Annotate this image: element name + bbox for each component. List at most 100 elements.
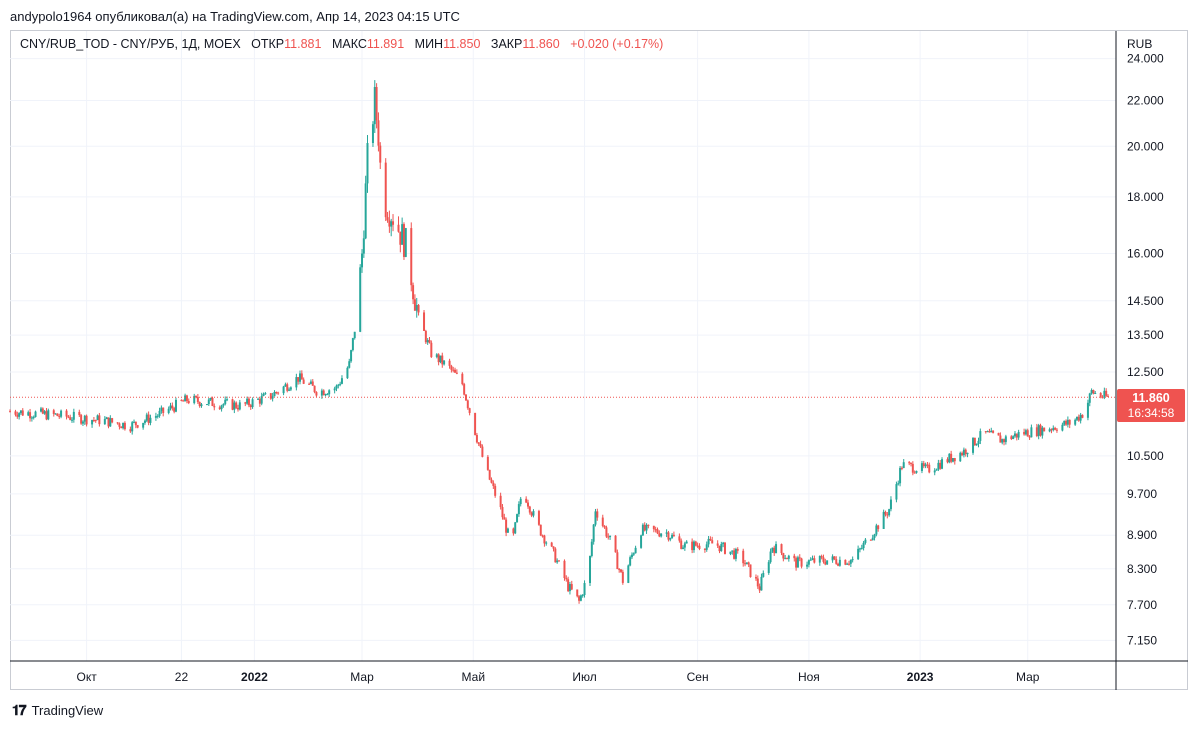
candle-body [275, 391, 278, 393]
candle-body [526, 502, 529, 507]
candle-body [417, 305, 420, 313]
candle-body [798, 557, 801, 559]
candle-body [851, 559, 854, 561]
candle-body [423, 312, 426, 331]
candle-body [207, 399, 210, 405]
tradingview-brand[interactable]: 𝟏𝟕 TradingView [12, 702, 103, 719]
candle-body [271, 396, 274, 399]
candle-body [415, 305, 418, 311]
candle-body [373, 87, 376, 125]
candle-body [14, 411, 17, 415]
x-tick-label: Май [462, 670, 486, 684]
candle-body [975, 443, 978, 446]
candle-body [448, 360, 451, 366]
candle-body [439, 355, 442, 363]
candle-body [787, 555, 790, 559]
candle-body [262, 394, 265, 396]
candle-body [315, 392, 318, 396]
candle-body [80, 415, 83, 424]
candle-body [647, 524, 650, 526]
candle-body [9, 411, 11, 413]
candle-body [258, 398, 261, 404]
candle-body [849, 559, 852, 564]
candle-body [707, 538, 710, 545]
candle-body [882, 511, 885, 529]
high-value: 11.891 [366, 37, 405, 51]
candle-body [563, 560, 566, 579]
candle-body [629, 557, 632, 566]
candle-body [579, 595, 582, 601]
candle-body [1052, 427, 1055, 431]
candle-body [98, 415, 101, 425]
candle-body [568, 584, 571, 592]
candle-body [941, 459, 944, 469]
candle-body [300, 373, 303, 380]
candle-body [871, 537, 874, 541]
candle-body [722, 542, 725, 545]
candle-body [1043, 427, 1046, 432]
candle-body [769, 551, 772, 563]
candle-body [902, 462, 905, 468]
candle-body [1094, 393, 1097, 395]
time-axis: Окт 22 2022 Мар Май Июл Сен Ноя 2023 Мар [10, 660, 1188, 684]
chart-frame[interactable] [10, 30, 1188, 690]
candle-body [40, 408, 43, 412]
candle-body [455, 372, 458, 374]
candle-body [226, 399, 229, 401]
candle-body [375, 87, 378, 121]
candle-body [1105, 390, 1108, 396]
grid-lines [10, 31, 1116, 661]
candle-body [578, 596, 581, 601]
candle-body [846, 563, 849, 565]
candle-body [669, 538, 672, 540]
open-label: ОТКР [251, 37, 285, 51]
candle-body [703, 548, 706, 550]
candle-body [1041, 427, 1044, 436]
candle-body [65, 410, 68, 417]
candle-body [1088, 393, 1091, 403]
candle-body [1103, 390, 1106, 398]
candle-body [413, 299, 416, 311]
candle-body [282, 386, 285, 394]
y-tick-label: 10.500 [1127, 449, 1164, 463]
candle-body [897, 483, 900, 485]
close-label: ЗАКР [490, 37, 523, 51]
candle-body [820, 556, 823, 558]
candle-body [397, 224, 400, 232]
candle-body [346, 367, 349, 379]
candle-body [222, 404, 225, 406]
candle-body [19, 410, 22, 414]
y-tick-label: 8.300 [1127, 562, 1157, 576]
candle-body [288, 389, 291, 391]
candle-body [353, 331, 356, 339]
candle-body [479, 443, 482, 447]
candle-body [410, 228, 413, 286]
candle-body [169, 405, 172, 409]
candle-body [1017, 431, 1020, 438]
candle-body [718, 545, 721, 552]
candle-body [641, 524, 644, 536]
candle-body [818, 556, 821, 563]
candle-body [1035, 427, 1038, 437]
candle-body [43, 411, 46, 414]
candle-body [463, 384, 466, 395]
candle-body [412, 285, 415, 300]
candle-body [299, 373, 302, 382]
candle-body [519, 498, 522, 505]
candle-body [21, 410, 24, 416]
symbol-name: CNY/RUB_TOD - CNY/РУБ, 1Д, MOEX [20, 37, 241, 51]
candle-body [627, 565, 630, 583]
candle-body [525, 498, 528, 503]
candle-body [984, 431, 987, 433]
candle-body [45, 411, 48, 420]
candle-body [680, 540, 683, 549]
candle-body [302, 379, 305, 384]
candle-body [131, 422, 134, 432]
candle-body [1010, 436, 1013, 439]
candle-body [468, 408, 471, 413]
candle-body [402, 224, 405, 257]
candle-body [862, 542, 865, 549]
candle-body [340, 378, 343, 384]
